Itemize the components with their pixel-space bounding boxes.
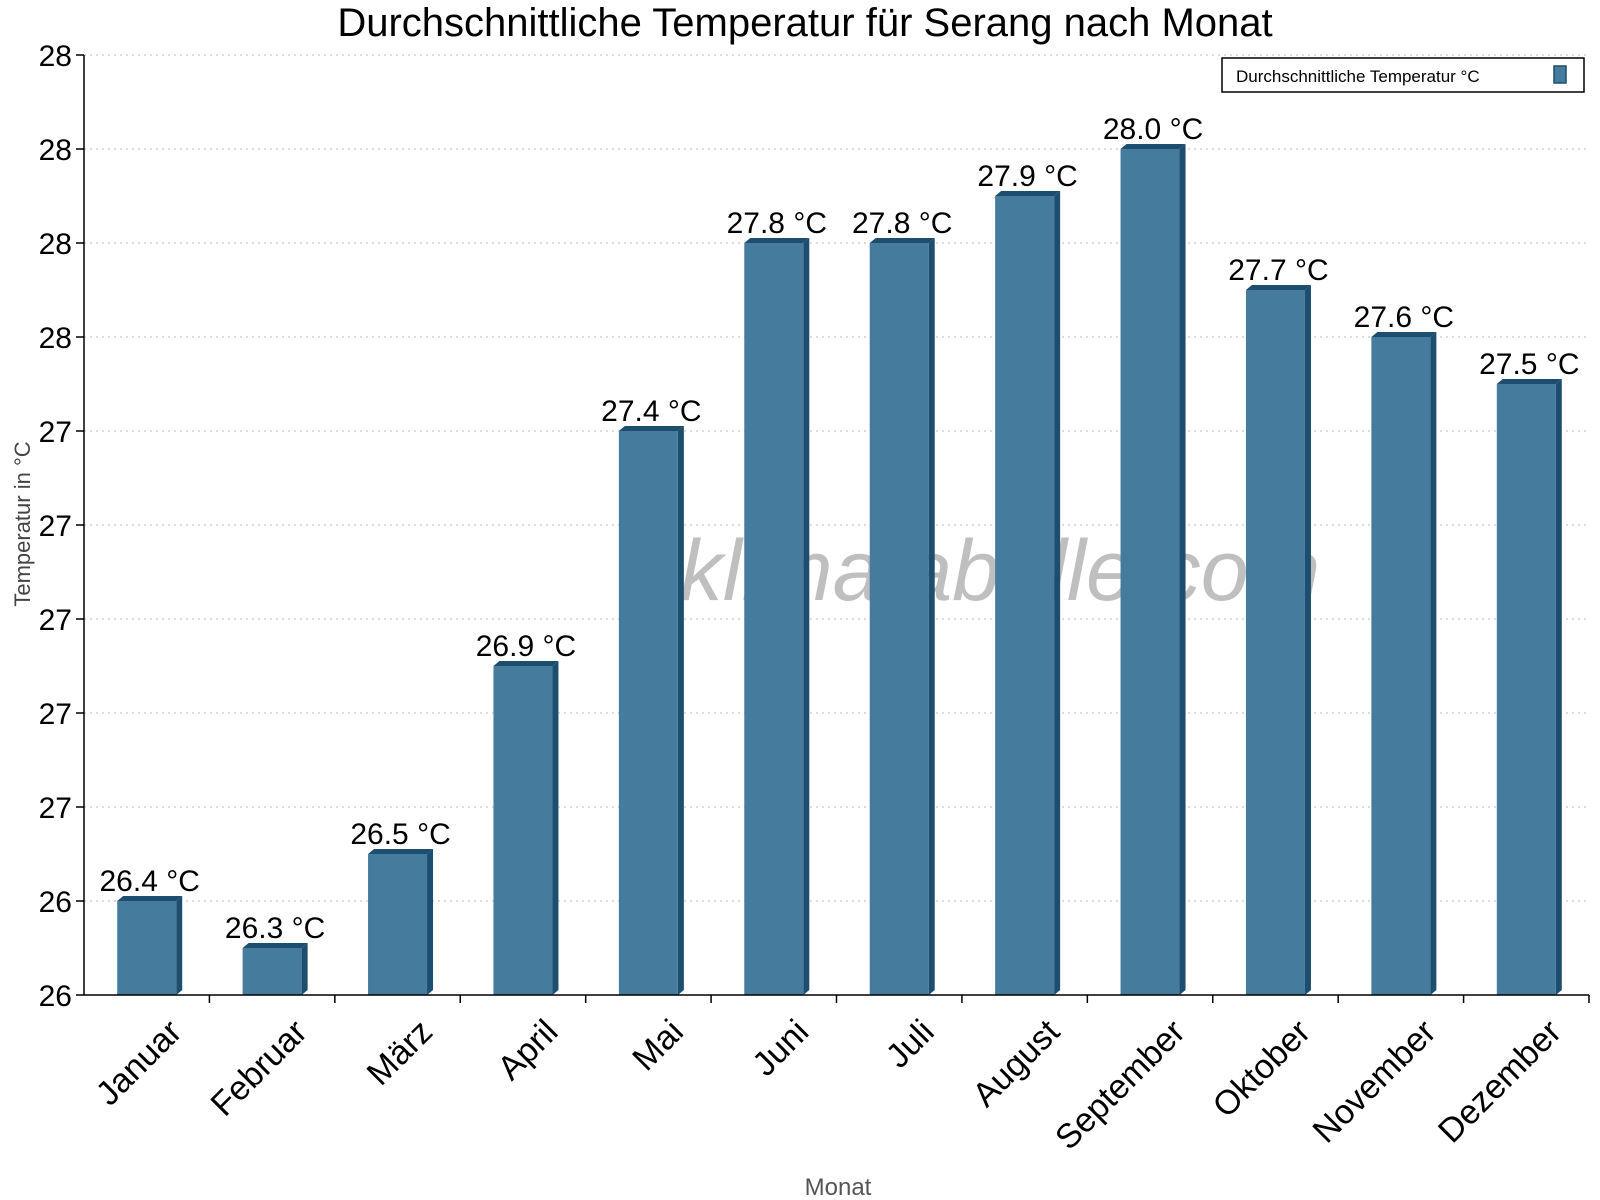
x-axis-label: Monat bbox=[805, 1174, 872, 1200]
data-label: 27.8 °C bbox=[852, 207, 952, 240]
x-tick-label: Oktober bbox=[1206, 1013, 1318, 1125]
data-label: 27.7 °C bbox=[1228, 254, 1328, 287]
x-tick-label: April bbox=[490, 1013, 565, 1088]
bar-top bbox=[1245, 285, 1311, 290]
data-label: 26.9 °C bbox=[476, 630, 576, 663]
bar-top bbox=[117, 896, 183, 901]
legend-label: Durchschnittliche Temperatur °C bbox=[1236, 67, 1480, 86]
bar bbox=[242, 948, 302, 995]
x-tick-label: Dezember bbox=[1431, 1013, 1569, 1151]
x-tick-label: September bbox=[1048, 1013, 1192, 1157]
x-tick-label: Mai bbox=[625, 1013, 691, 1079]
y-tick-label: 27 bbox=[39, 510, 72, 543]
bar-top bbox=[995, 191, 1061, 196]
data-label: 27.6 °C bbox=[1354, 301, 1454, 334]
y-tick-label: 28 bbox=[39, 322, 72, 355]
bar bbox=[744, 243, 804, 995]
bar bbox=[1120, 149, 1180, 995]
legend-box bbox=[1221, 57, 1585, 93]
y-tick-label: 27 bbox=[39, 792, 72, 825]
x-tick-label: Januar bbox=[89, 1013, 189, 1113]
data-label: 27.8 °C bbox=[727, 207, 827, 240]
bar-side bbox=[803, 238, 810, 995]
data-label: 26.3 °C bbox=[225, 912, 325, 945]
bar-top bbox=[368, 849, 434, 854]
bar bbox=[995, 196, 1055, 995]
bar bbox=[869, 243, 929, 995]
x-tick-label: August bbox=[965, 1012, 1067, 1114]
data-label: 26.5 °C bbox=[350, 818, 450, 851]
bar-top bbox=[744, 238, 810, 243]
data-label: 27.4 °C bbox=[601, 395, 701, 428]
data-label: 28.0 °C bbox=[1103, 113, 1203, 146]
bar-top bbox=[1371, 332, 1437, 337]
y-tick-label: 28 bbox=[39, 228, 72, 261]
bar-side bbox=[677, 426, 684, 995]
chart-title: Durchschnittliche Temperatur für Serang … bbox=[337, 1, 1272, 45]
bar-side bbox=[1179, 144, 1186, 995]
legend: Durchschnittliche Temperatur °C bbox=[1221, 57, 1585, 93]
y-tick-label: 26 bbox=[39, 886, 72, 919]
x-tick-label: Juli bbox=[879, 1013, 942, 1076]
bar-side bbox=[427, 849, 434, 995]
bar bbox=[368, 854, 428, 995]
bar-side bbox=[1054, 191, 1061, 995]
bar-side bbox=[1555, 379, 1562, 995]
bar-side bbox=[928, 238, 935, 995]
bar bbox=[618, 431, 678, 995]
y-tick-label: 28 bbox=[39, 40, 72, 73]
bar-top bbox=[1120, 144, 1186, 149]
bar-top bbox=[1496, 379, 1562, 384]
bar bbox=[1496, 384, 1556, 995]
x-tick-label: Februar bbox=[204, 1013, 315, 1124]
data-label: 26.4 °C bbox=[100, 865, 200, 898]
bar-top bbox=[493, 661, 559, 666]
y-axis-label: Temperatur in °C bbox=[10, 441, 35, 606]
bar-top bbox=[869, 238, 935, 243]
data-label: 27.9 °C bbox=[977, 160, 1077, 193]
bar-top bbox=[618, 426, 684, 431]
bar-top bbox=[242, 943, 308, 948]
bar bbox=[493, 666, 553, 995]
y-tick-label: 28 bbox=[39, 134, 72, 167]
bar-side bbox=[301, 943, 308, 995]
x-tick-label: Juni bbox=[745, 1013, 816, 1084]
data-label: 27.5 °C bbox=[1479, 348, 1579, 381]
y-tick-label: 27 bbox=[39, 698, 72, 731]
bar-side bbox=[1430, 332, 1437, 995]
x-tick-label: November bbox=[1306, 1013, 1444, 1151]
legend-swatch bbox=[1553, 65, 1567, 84]
bars: 26.4 °C 26.3 °C 26.5 °C 26.9 °C 27.4 °C 27.8 … bbox=[100, 113, 1579, 995]
y-tick-label: 27 bbox=[39, 416, 72, 449]
y-tick-label: 27 bbox=[39, 604, 72, 637]
bar-side bbox=[552, 661, 559, 995]
bar bbox=[1245, 290, 1305, 995]
y-tick-label: 26 bbox=[39, 980, 72, 1013]
bar-side bbox=[1304, 285, 1311, 995]
bar bbox=[117, 901, 177, 995]
bar bbox=[1371, 337, 1431, 995]
grid bbox=[84, 54, 1589, 902]
bar-side bbox=[176, 896, 183, 995]
x-tick-label: März bbox=[360, 1013, 440, 1093]
